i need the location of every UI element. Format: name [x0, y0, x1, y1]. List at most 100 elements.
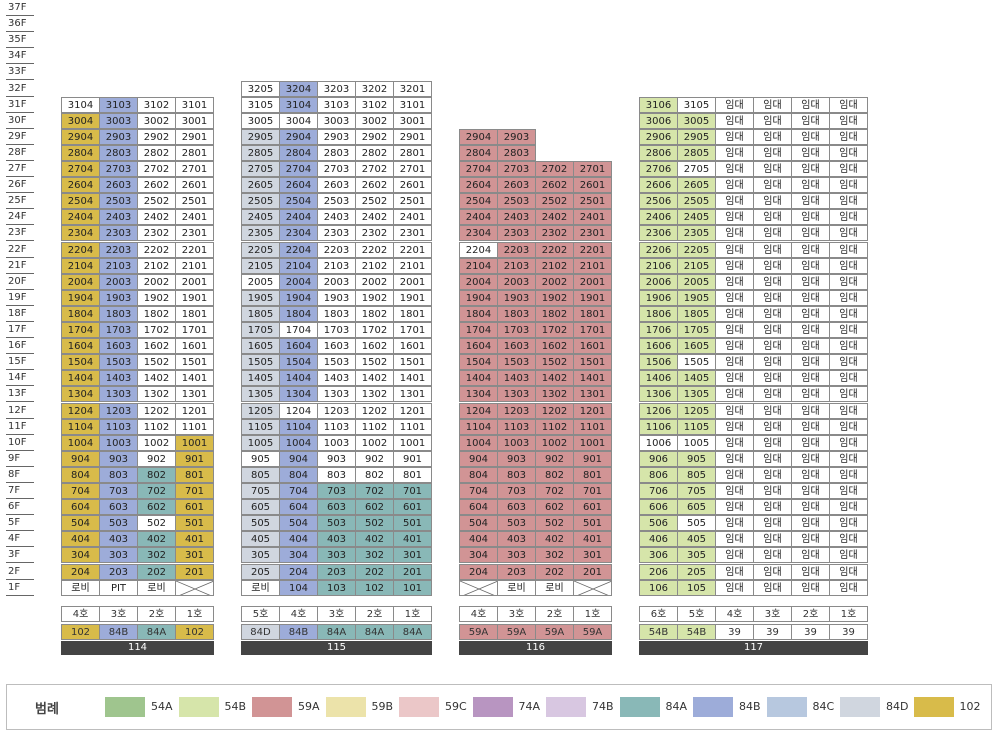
unit-cell: 1406 — [639, 370, 678, 387]
unit-cell: 2304 — [279, 225, 318, 242]
rental-unit-cell: 임대 — [715, 450, 754, 467]
unit-cell: 2505 — [677, 193, 716, 210]
floor-label: 7F — [6, 483, 34, 499]
rental-unit-cell: 임대 — [715, 177, 754, 194]
unit-cell: 1905 — [241, 289, 280, 306]
unit-cell: 1302 — [137, 386, 176, 403]
unit-cell: 1703 — [99, 322, 138, 338]
unit-cell: 3002 — [137, 112, 176, 129]
unit-cell: 1001 — [573, 434, 612, 451]
unit-header: 1호 — [829, 606, 868, 622]
unit-cell: 2802 — [137, 144, 176, 161]
floor-label: 29F — [6, 129, 34, 145]
unit-cell: 1503 — [317, 354, 356, 371]
unit-cell: 2206 — [639, 241, 678, 258]
unit-cell: 605 — [677, 499, 716, 516]
unit-cell: 2002 — [137, 273, 176, 290]
unit-cell: 1504 — [279, 354, 318, 371]
unit-cell: 406 — [639, 531, 678, 548]
unit-cell: 1703 — [497, 322, 536, 338]
unit-cell: 403 — [317, 531, 356, 548]
unit-cell: 1801 — [393, 305, 432, 322]
unit-header: 2호 — [791, 606, 830, 622]
unit-cell: 2103 — [99, 257, 138, 274]
unit-cell: 1903 — [99, 289, 138, 306]
unit-cell: 2903 — [317, 128, 356, 145]
unit-cell: 2604 — [61, 177, 100, 194]
unit-cell: 2501 — [175, 193, 214, 210]
rental-unit-cell: 임대 — [753, 434, 792, 451]
unit-cell: 1402 — [535, 370, 574, 387]
unit-cell: 201 — [175, 563, 214, 580]
rental-unit-cell: 임대 — [753, 450, 792, 467]
floor-label: 10F — [6, 435, 34, 451]
unit-cell: 1605 — [241, 338, 280, 355]
unit-cell: 2703 — [497, 161, 536, 177]
unit-cell: 706 — [639, 483, 678, 499]
building-name-bar: 114 — [61, 641, 214, 655]
unit-cell: 1401 — [393, 370, 432, 387]
unit-cell: 2703 — [317, 161, 356, 177]
unit-cell: 1101 — [393, 418, 432, 435]
unit-cell: 2003 — [317, 273, 356, 290]
unit-cell: 1801 — [573, 305, 612, 322]
unit-cell: 2603 — [317, 177, 356, 194]
unit-cell: 1402 — [137, 370, 176, 387]
unit-cell: 601 — [175, 499, 214, 516]
unit-cell: 1003 — [497, 434, 536, 451]
unit-cell: 903 — [497, 450, 536, 467]
unit-cell: 1606 — [639, 338, 678, 355]
unit-cell: 2805 — [677, 144, 716, 161]
rental-unit-cell: 임대 — [791, 418, 830, 435]
rental-unit-cell: 임대 — [715, 515, 754, 532]
unit-cell: 2205 — [241, 241, 280, 258]
unit-cell: 2804 — [61, 144, 100, 161]
rental-unit-cell: 임대 — [715, 402, 754, 419]
unit-cell: 704 — [61, 483, 100, 499]
unit-cell: 2904 — [279, 128, 318, 145]
rental-unit-cell: 임대 — [753, 418, 792, 435]
legend-label: 59A — [298, 700, 320, 713]
unit-cell: 2305 — [241, 225, 280, 242]
unit-cell: 1804 — [279, 305, 318, 322]
unit-cell: 1104 — [61, 418, 100, 435]
unit-cell: 405 — [677, 531, 716, 548]
rental-unit-cell: 임대 — [753, 128, 792, 145]
unit-cell: 2906 — [639, 128, 678, 145]
unit-cell: 2905 — [241, 128, 280, 145]
legend-label: 102 — [959, 700, 981, 713]
rental-unit-cell: 임대 — [715, 354, 754, 371]
unit-cell: 903 — [317, 450, 356, 467]
unit-cell: 2804 — [459, 144, 498, 161]
unit-cell: 1302 — [535, 386, 574, 403]
unit-cell: 2902 — [137, 128, 176, 145]
unit-cell: 2202 — [535, 241, 574, 258]
unit-cell: 2402 — [355, 209, 394, 226]
unit-cell: 603 — [99, 499, 138, 516]
legend-swatch — [546, 697, 586, 717]
legend-swatch — [693, 697, 733, 717]
unit-cell: 1306 — [639, 386, 678, 403]
unit-type-cell: 59A — [497, 624, 536, 640]
rental-unit-cell: 임대 — [829, 273, 868, 290]
unit-cell: 2504 — [279, 193, 318, 210]
unit-cell: 306 — [639, 547, 678, 564]
unit-cell: 2006 — [639, 273, 678, 290]
unit-type-cell: 39 — [791, 624, 830, 640]
unit-cell: 1203 — [99, 402, 138, 419]
rental-unit-cell: 임대 — [791, 161, 830, 177]
rental-unit-cell: 임대 — [829, 305, 868, 322]
unit-cell: 302 — [355, 547, 394, 564]
rental-unit-cell: 임대 — [791, 193, 830, 210]
unit-cell — [573, 579, 612, 596]
unit-cell: 1604 — [279, 338, 318, 355]
unit-cell: 1701 — [393, 322, 432, 338]
unit-cell: 106 — [639, 579, 678, 596]
unit-header: 3호 — [753, 606, 792, 622]
unit-cell: 2801 — [393, 144, 432, 161]
unit-cell: 2303 — [497, 225, 536, 242]
unit-cell: 2005 — [241, 273, 280, 290]
rental-unit-cell: 임대 — [753, 225, 792, 242]
unit-header: 2호 — [355, 606, 394, 622]
unit-cell: 1903 — [317, 289, 356, 306]
